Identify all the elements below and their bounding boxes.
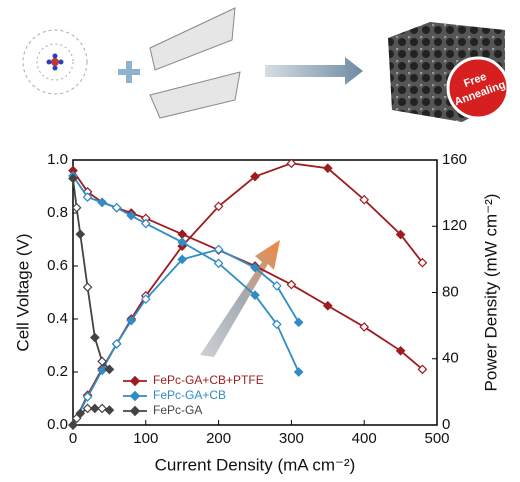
voltage-marker	[271, 319, 282, 330]
sheet	[149, 7, 236, 71]
x-tick-label: 400	[352, 430, 377, 447]
y2-tick-label: 160	[442, 151, 467, 168]
voltage-marker	[417, 364, 428, 375]
voltage-marker	[104, 364, 115, 375]
voltage-marker	[82, 282, 93, 293]
voltage-line	[72, 175, 300, 373]
trend-arrow	[200, 240, 280, 357]
power-marker	[68, 420, 78, 430]
molecule	[22, 29, 88, 95]
voltage-marker	[213, 258, 224, 269]
voltage-marker	[286, 279, 297, 290]
power-marker	[250, 171, 260, 182]
x-tick-label: 100	[133, 430, 158, 447]
legend-label: FePc-GA+CB+PTFE	[153, 373, 264, 387]
voltage-marker	[322, 300, 333, 311]
power-marker	[271, 281, 282, 291]
y-tick-label: 0.8	[47, 204, 68, 221]
legend-label: FePc-GA	[153, 403, 202, 417]
legend-marker	[129, 375, 141, 387]
power-marker	[75, 408, 86, 419]
x-tick-label: 0	[69, 430, 77, 447]
voltage-marker	[82, 192, 93, 202]
power-marker	[111, 338, 122, 349]
power-marker	[82, 391, 93, 402]
legend-marker	[129, 390, 141, 402]
power-marker	[395, 229, 406, 240]
y2-tick-label: 80	[442, 283, 459, 300]
y2-tick-label: 0	[442, 416, 450, 433]
badge	[446, 56, 510, 120]
voltage-line	[72, 170, 424, 371]
y-tick-label: 0.6	[47, 257, 68, 274]
y-tick-label: 1.0	[47, 151, 68, 168]
x-tick-label: 500	[424, 430, 449, 447]
y2-axis-label: Power Density (mW cm⁻²)	[481, 194, 500, 392]
arrow	[265, 57, 363, 85]
voltage-marker	[293, 367, 304, 377]
legend-label: FePc-GA+CB	[153, 388, 226, 402]
voltage-marker	[250, 290, 260, 300]
power-marker	[250, 262, 260, 273]
voltage-marker	[395, 345, 406, 356]
voltage-marker	[177, 237, 188, 247]
y-tick-label: 0.2	[47, 363, 68, 380]
y-axis-label: Cell Voltage (V)	[13, 233, 32, 351]
power-marker	[286, 158, 297, 169]
x-tick-label: 200	[206, 430, 231, 447]
voltage-marker	[71, 202, 82, 213]
power-marker	[97, 403, 107, 414]
power-marker	[417, 257, 428, 268]
plus	[118, 61, 140, 83]
voltage-marker	[111, 202, 122, 213]
voltage-marker	[126, 210, 137, 221]
power-marker	[126, 315, 137, 326]
power-marker	[359, 194, 370, 205]
y2-tick-label: 120	[442, 217, 467, 234]
power-marker	[322, 163, 333, 174]
power-marker	[213, 244, 224, 255]
power-marker	[213, 201, 224, 212]
power-marker	[177, 254, 188, 265]
scheme: Free Annealing	[22, 7, 510, 122]
x-axis-label: Current Density (mA cm⁻²)	[155, 455, 356, 474]
voltage-marker	[177, 229, 188, 240]
power-marker	[97, 365, 107, 376]
y-tick-label: 0.0	[47, 416, 68, 433]
voltage-marker	[140, 218, 151, 229]
y-tick-label: 0.4	[47, 310, 68, 327]
legend-marker	[129, 405, 141, 417]
y2-tick-label: 40	[442, 350, 459, 367]
voltage-marker	[89, 332, 100, 343]
voltage-marker	[68, 173, 78, 184]
power-marker	[82, 403, 93, 414]
sheet	[149, 71, 241, 119]
power-marker	[293, 317, 304, 328]
power-marker	[104, 405, 115, 415]
x-tick-label: 300	[279, 430, 304, 447]
voltage-marker	[75, 229, 86, 240]
voltage-marker	[97, 197, 107, 208]
power-marker	[89, 403, 100, 414]
power-marker	[140, 294, 151, 304]
voltage-marker	[359, 322, 370, 332]
voltage-marker	[97, 356, 107, 367]
